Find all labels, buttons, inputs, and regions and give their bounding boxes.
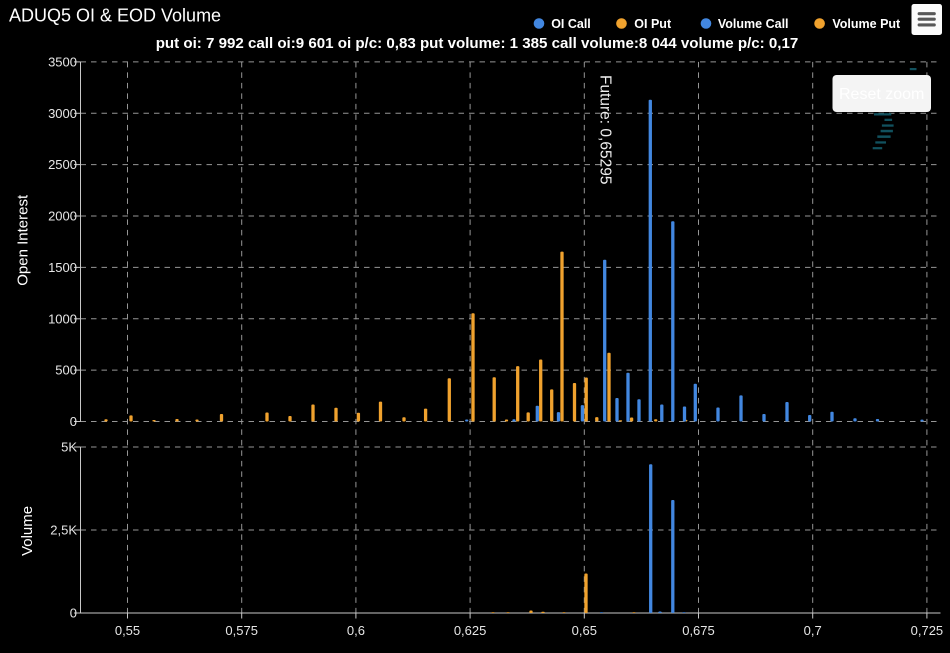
svg-text:Open Interest: Open Interest [15,194,32,286]
svg-text:3000: 3000 [48,106,77,121]
svg-text:0,675: 0,675 [682,623,715,638]
svg-text:5K: 5K [61,440,77,455]
svg-text:1000: 1000 [48,311,77,326]
svg-text:2000: 2000 [48,209,77,224]
svg-text:Volume: Volume [19,506,36,556]
svg-text:Reset zoom: Reset zoom [839,86,924,103]
svg-text:Volume Put: Volume Put [832,17,901,31]
svg-text:0: 0 [70,606,77,621]
svg-text:Volume Call: Volume Call [718,17,789,31]
svg-text:0,725: 0,725 [911,623,944,638]
svg-text:OI Put: OI Put [634,17,672,31]
svg-text:2500: 2500 [48,157,77,172]
svg-text:OI Call: OI Call [551,17,591,31]
svg-text:put oi: 7 992 call oi:9 601 oi: put oi: 7 992 call oi:9 601 oi p/c: 0,83… [156,35,799,52]
svg-text:0: 0 [70,414,77,429]
svg-text:0,6: 0,6 [347,623,365,638]
svg-text:2,5K: 2,5K [50,523,77,538]
svg-text:0,575: 0,575 [225,623,258,638]
svg-text:0,625: 0,625 [454,623,487,638]
svg-text:Future: 0,65295: Future: 0,65295 [597,75,614,184]
svg-text:500: 500 [55,363,77,378]
svg-text:1500: 1500 [48,260,77,275]
svg-text:0,65: 0,65 [572,623,597,638]
svg-text:3500: 3500 [48,54,77,69]
svg-text:ADUQ5 OI & EOD Volume: ADUQ5 OI & EOD Volume [9,6,221,26]
svg-text:0,55: 0,55 [115,623,140,638]
svg-text:0,7: 0,7 [804,623,822,638]
